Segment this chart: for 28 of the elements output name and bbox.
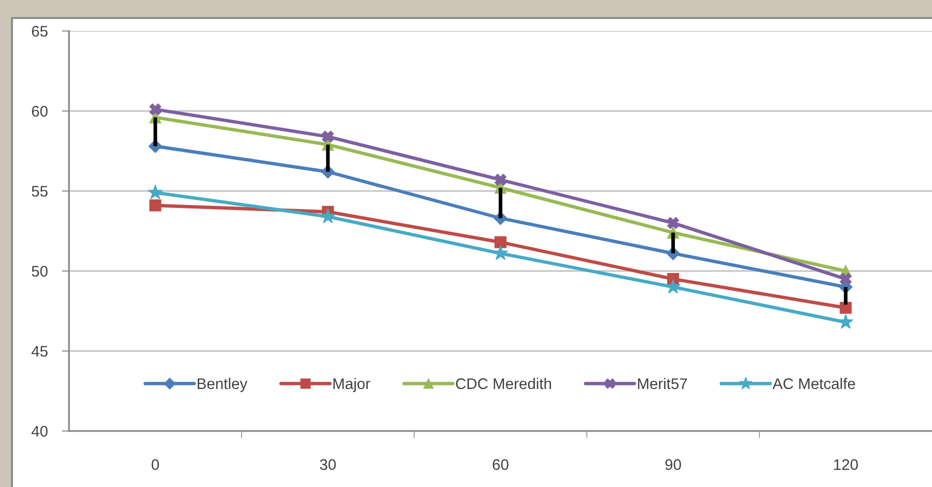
legend-label: AC Metcalfe: [772, 378, 856, 390]
point: [667, 217, 680, 229]
point: [840, 302, 852, 314]
y-tick-label: 45: [32, 346, 48, 357]
legend-label: Merit57: [638, 378, 687, 390]
x-tick-label: 30: [320, 459, 336, 470]
y-tick-label: 60: [32, 106, 48, 117]
y-tick-label: 50: [32, 266, 48, 277]
x-tick-label: 60: [492, 459, 508, 470]
point: [665, 278, 681, 294]
legend-label: CDC Meredith: [456, 378, 551, 390]
point: [149, 103, 162, 116]
point: [320, 208, 336, 224]
point: [494, 174, 506, 186]
point: [149, 199, 162, 212]
legend-label: Major: [333, 378, 370, 392]
y-tick-label: 40: [32, 426, 48, 437]
x-tick-label: 90: [665, 459, 681, 470]
x-tick-label: 0: [152, 459, 159, 470]
point: [148, 184, 163, 200]
point: [838, 314, 854, 329]
point: [840, 273, 852, 285]
point: [322, 130, 334, 143]
y-tick-label: 65: [32, 26, 48, 37]
y-tick-label: 55: [32, 186, 48, 197]
x-tick-label: 120: [834, 459, 858, 470]
point: [494, 236, 506, 248]
legend-label: Bentley: [198, 378, 248, 392]
